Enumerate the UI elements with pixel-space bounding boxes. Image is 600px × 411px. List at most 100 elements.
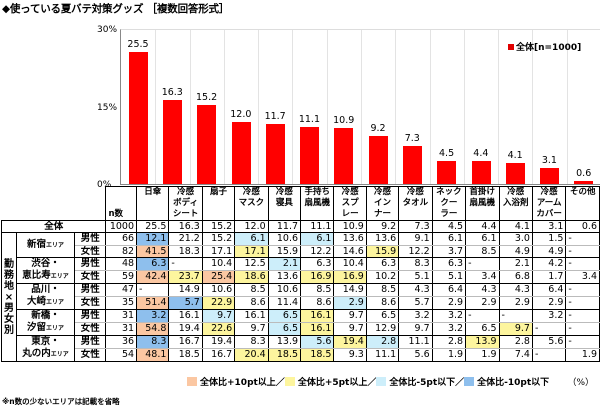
bar-value-label: 16.3 (161, 86, 183, 98)
n-count: 31 (105, 308, 138, 323)
table-cell: - (531, 347, 567, 362)
table-cell: 6.5 (267, 321, 302, 336)
grid-line (155, 30, 157, 184)
table-cell: 8.3 (398, 256, 433, 271)
column-header: その他 (565, 186, 600, 221)
table-cell: 15.2 (201, 219, 236, 234)
table-cell: 8.6 (365, 295, 400, 310)
table-cell: 3.7 (431, 244, 467, 258)
table-cell: 10.6 (267, 282, 302, 297)
table-cell: 22.9 (201, 295, 236, 310)
table-cell: - (168, 256, 203, 271)
header-blank (2, 187, 106, 221)
unit-label: （%） (567, 378, 594, 388)
table-cell: 8.6 (300, 295, 335, 310)
sex-label: 男性 (73, 334, 107, 349)
table-row: 女性 31 54.8 19.4 22.6 9.7 6.5 16.1 9.7 12.9 9.7 3.2 6… (2, 321, 600, 336)
group-label: 勤務地 × 男女別 (1, 232, 17, 362)
column-header: 冷感 タオル (398, 186, 433, 221)
bar-value-label: 10.9 (333, 114, 355, 126)
highlight-legend-item: 全体比-10pt以下 (464, 375, 549, 388)
table-cell: 12.2 (398, 244, 433, 258)
table-cell: 9.3 (333, 347, 367, 362)
column-header: 扇子 (201, 186, 236, 221)
sex-label: 男性 (73, 308, 107, 323)
table-cell: 2.1 (267, 256, 302, 271)
n-count: 35 (105, 295, 138, 310)
table-cell: 6.3 (431, 256, 467, 271)
table-cell: 6.5 (465, 321, 500, 336)
table-cell: 4.2 (531, 256, 567, 271)
table-cell: 2.9 (531, 295, 567, 310)
table-cell: 12.1 (136, 232, 170, 246)
table-cell: 12.9 (365, 321, 400, 336)
table-cell: 2.9 (498, 295, 533, 310)
table-cell: 10.2 (365, 269, 400, 284)
table-cell: 19.4 (333, 334, 367, 349)
table-cell: 25.4 (201, 269, 236, 284)
n-count: 54 (105, 347, 138, 362)
table-cell: 18.5 (267, 347, 302, 362)
legend-label: 全体[n=1000] (516, 43, 582, 53)
table-cell: 4.3 (398, 282, 433, 297)
table-cell: - (565, 282, 600, 297)
grid-line (395, 30, 397, 184)
table-cell: 10.6 (201, 282, 236, 297)
table-cell: 23.7 (168, 269, 203, 284)
table-cell: 1.5 (531, 232, 567, 246)
table-cell: 13.6 (267, 269, 302, 284)
table-cell: 18.5 (168, 347, 203, 362)
area-suffix: エリア (45, 241, 64, 249)
table-cell: 5.1 (431, 269, 467, 284)
table-cell: 2.8 (498, 334, 533, 349)
table-cell: 12.0 (234, 219, 269, 234)
grid-line (326, 30, 328, 184)
grid-line (429, 30, 431, 184)
table-cell: 4.5 (431, 219, 467, 234)
bar (540, 167, 560, 184)
table-cell: 9.1 (398, 232, 433, 246)
table-cell: 5.6 (531, 334, 567, 349)
area-suffix: エリア (45, 298, 64, 306)
area-suffix: エリア (45, 324, 64, 332)
table-cell: 18.5 (300, 347, 335, 362)
table-row: 東京・ 丸の内エリア 男性 36 8.3 16.7 19.4 8.3 13.9 5.6 19.4 2.… (2, 334, 600, 362)
bar (402, 146, 422, 184)
table-row: 品川・ 大崎エリア 男性 47-14.9 10.6 8.5 10.6 8.5 14.9 8.5 4.… (2, 282, 600, 310)
bar-value-label: 9.2 (370, 123, 386, 135)
legend-swatch (464, 377, 475, 386)
table-cell: 2.8 (431, 334, 467, 349)
table-cell: 9.7 (398, 321, 433, 336)
legend-label: 全体比+5pt以上／ (297, 378, 377, 388)
table-cell: 1.9 (565, 347, 600, 362)
table-cell: - (565, 308, 600, 323)
table-cell: 9.2 (365, 219, 400, 234)
bar-value-label: 3.1 (541, 154, 557, 166)
area-label: 新橋・ 汐留エリア (16, 308, 75, 336)
table-cell: - (136, 282, 170, 297)
bar (162, 99, 182, 184)
grid-line (292, 30, 294, 184)
bar-value-label: 12.0 (230, 109, 252, 120)
table-cell: 17.1 (201, 244, 236, 258)
table-cell: 8.3 (234, 334, 269, 349)
table-cell: 15.9 (267, 244, 302, 258)
highlight-legend-item: 全体比-5pt以下／ (376, 375, 464, 388)
highlight-legend-item: 全体比+10pt以上／ (187, 375, 285, 388)
n-count: 47 (105, 282, 138, 297)
table-cell: 11.7 (267, 219, 302, 234)
table-cell: 4.3 (498, 282, 533, 297)
table-row: 渋谷・ 恵比寿エリア 男性 48 6.3-10.4 12.5 2.1 6.3 10.4 6.3 8.… (2, 256, 600, 284)
row-label: 全体 (0, 219, 107, 234)
area-suffix: エリア (50, 272, 69, 280)
table-row: 勤務地 × 男女別新宿エリア 男性 66 12.1 21.2 15.2 6.1 10.6 6.1 13… (1, 232, 600, 362)
legend-label: 全体比+10pt以上／ (200, 378, 285, 388)
bar-chart: 0% 15% 30% 25.5 16.3 15.2 12.0 11.7 11.1 10.9 9.2 7… (97, 25, 600, 190)
area-suffix: エリア (50, 350, 69, 358)
legend-swatch (284, 377, 295, 386)
table-cell: 19.4 (201, 334, 236, 349)
table-cell: 1.7 (531, 269, 567, 284)
data-table: n数 日傘 冷感 ボディ シート 扇子 冷感 マスク 冷感 寝具 手持ち 扇風機 冷感 スプ レー 冷感 インナ… (0, 186, 600, 362)
table-cell: 2.9 (333, 295, 367, 310)
table-cell: 16.7 (168, 334, 203, 349)
